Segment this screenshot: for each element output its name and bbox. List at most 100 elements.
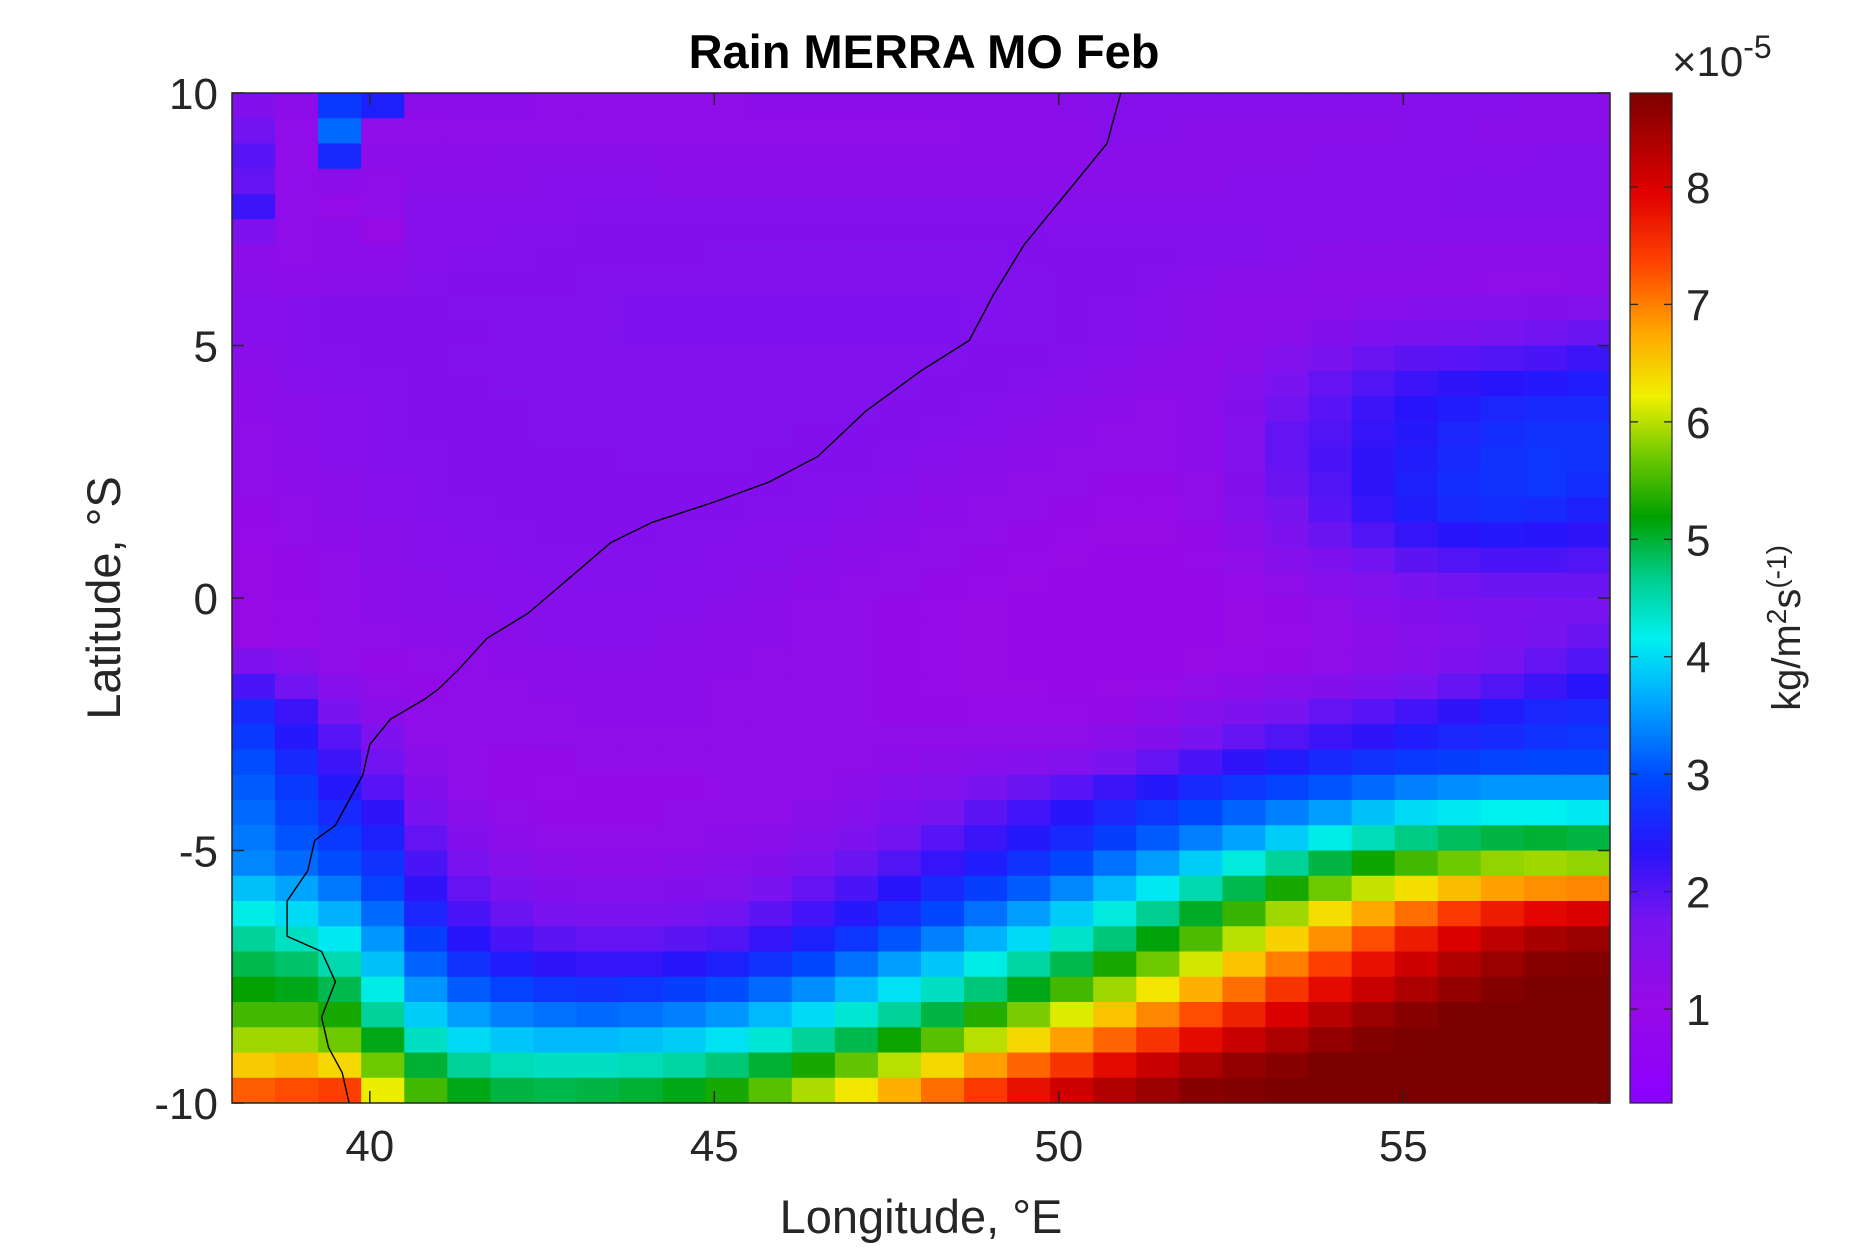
heatmap-cell [705,926,750,953]
heatmap-cell [1093,1052,1137,1079]
heatmap-cell [1566,774,1610,801]
heatmap-cell [361,800,405,826]
heatmap-cell [1308,774,1353,801]
heatmap-cell [232,875,276,902]
heatmap-cell [705,623,750,650]
heatmap-cell [964,800,1008,826]
heatmap-cell [490,825,535,852]
heatmap-cell [404,623,448,650]
heatmap-cell [1093,194,1137,220]
heatmap-cell [791,1002,836,1028]
heatmap-cell [1265,774,1310,801]
heatmap-cell [1351,699,1396,725]
heatmap-cell [1222,219,1267,246]
heatmap-cell [1437,194,1482,220]
heatmap-cell [1437,951,1482,978]
heatmap-cell [318,800,362,826]
heatmap-cell [1351,194,1396,220]
heatmap-cell [1222,749,1267,776]
heatmap-cell [1179,951,1224,978]
heatmap-cell [1351,901,1396,927]
heatmap-cell [1480,320,1525,347]
heatmap-cell [1179,648,1224,675]
heatmap-cell [1093,396,1137,422]
heatmap-cell [921,572,965,599]
heatmap-cell [877,471,922,498]
heatmap-cell [662,673,707,700]
heatmap-cell [705,168,750,195]
heatmap-cell [1437,1002,1482,1028]
heatmap-cell [877,320,922,347]
heatmap-cell [232,774,276,801]
heatmap-cell [232,598,276,624]
heatmap-cell [1136,825,1180,852]
heatmap-cell [1136,194,1180,220]
heatmap-cell [1308,850,1353,877]
heatmap-cell [232,93,276,119]
heatmap-cell [318,1052,362,1079]
heatmap-cell [1566,345,1610,372]
heatmap-cell [232,699,276,725]
heatmap-cell [533,1077,578,1103]
heatmap-cell [1136,446,1180,473]
heatmap-cell [447,396,491,422]
chart-title: Rain MERRA MO Feb [689,25,1160,78]
heatmap-cell [705,295,750,321]
heatmap-cell [748,825,793,852]
heatmap-cell [877,345,922,372]
heatmap-cell [877,497,922,523]
heatmap-cell [1050,1027,1094,1054]
heatmap-cell [1394,446,1439,473]
x-axis: 40 45 50 55 [345,93,1428,1171]
heatmap-cell [1222,648,1267,675]
heatmap-cell [576,421,621,448]
heatmap-cell [834,648,879,675]
heatmap-cell [1480,396,1525,422]
heatmap-cell [1566,471,1610,498]
heatmap-cell [318,168,362,195]
heatmap-cell [1480,1027,1525,1054]
heatmap-cell [1265,875,1310,902]
heatmap-cell [1480,370,1525,397]
heatmap-cell [1566,421,1610,448]
heatmap-cell [921,774,965,801]
heatmap-cell [1437,396,1482,422]
heatmap-cell [705,396,750,422]
heatmap-cell [1265,1002,1310,1028]
heatmap-cell [447,724,491,751]
heatmap-cell [1480,421,1525,448]
heatmap-cell [1179,875,1224,902]
heatmap-cell [619,699,664,725]
heatmap-cell [1222,1002,1267,1028]
heatmap-cell [964,623,1008,650]
heatmap-cell [232,269,276,296]
heatmap-cell [1136,370,1180,397]
heatmap-cell [490,295,535,321]
heatmap-cell [921,1052,965,1079]
heatmap-cell [533,471,578,498]
heatmap-cell [1050,901,1094,927]
heatmap-cell [404,774,448,801]
heatmap-cell [964,219,1008,246]
heatmap-cell [533,93,578,119]
heatmap-cell [791,370,836,397]
heatmap-cell [1050,850,1094,877]
heatmap-cell [576,345,621,372]
heatmap-cell [1050,572,1094,599]
colorbar-label: kg/m2s(-1) [1761,545,1809,711]
heatmap-cell [662,901,707,927]
heatmap-cell [1050,118,1094,145]
heatmap-cell [1351,93,1396,119]
heatmap-cell [1308,345,1353,372]
heatmap-cell [404,345,448,372]
colorbar-label-sup: 2 [1761,609,1792,625]
heatmap-cell [964,320,1008,347]
heatmap-cell [834,194,879,220]
heatmap-cell [791,825,836,852]
heatmap-cell [576,269,621,296]
heatmap-cell [533,1052,578,1079]
heatmap-cell [1093,421,1137,448]
heatmap-cell [490,1027,535,1054]
heatmap-cell [1394,800,1439,826]
